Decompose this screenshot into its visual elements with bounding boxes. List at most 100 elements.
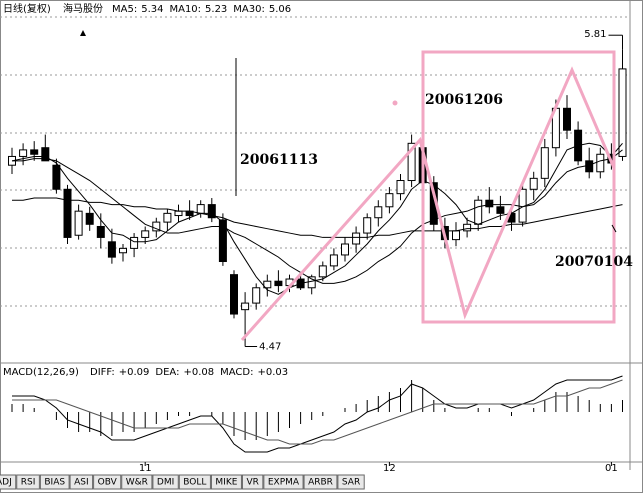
legend-value: 5.06 [269,4,291,15]
tab-box[interactable] [241,474,264,490]
tab[interactable]: MIKE [210,474,242,490]
legend-value: +0.03 [257,367,288,378]
tab-label[interactable]: ARBR [308,478,333,488]
candle-body [207,204,216,219]
max-label: 5.81 [584,29,606,40]
tab[interactable]: ARBR [303,474,338,490]
candle-body [63,188,72,238]
legend-name: MACD: [220,367,253,378]
grid [0,16,630,307]
legend-name: DEA: [155,367,179,378]
candle-body [218,219,227,263]
legend-name: MA5: [112,4,137,15]
stock-name: 海马股份 [63,2,103,15]
candle-body [452,230,460,241]
tab-label[interactable]: VR [246,478,258,488]
tab-box[interactable] [0,474,17,490]
legend-value: 5.23 [205,4,227,15]
chart-title: 日线(复权) [3,2,51,15]
tab-box[interactable] [152,474,179,490]
dot [392,100,398,106]
candle-body [30,149,39,155]
candle-body [119,247,127,254]
header: 日线(复权) 海马股份 MACD(12,26,9) MA5: 5.34 MA10: 5… [3,2,291,378]
candle-body [41,147,50,162]
x-tick-label: 01 [605,463,618,474]
drawn-annotations [240,50,616,341]
candle-body [85,212,94,225]
tab-label[interactable]: SAR [342,478,360,488]
candle-body [396,180,405,195]
candle-body [141,230,150,238]
annotation: 20061113 [240,152,318,168]
x-tick-label: 11 [139,463,152,474]
candle-body [107,241,116,258]
candle-body [74,210,83,236]
candle-body [540,147,549,179]
ma-line [11,142,623,295]
tab-label[interactable]: BIAS [44,478,65,488]
candle-body [585,160,594,173]
candle-body [485,199,494,208]
macd-line [12,375,623,453]
tab-label[interactable]: EXPMA [268,478,300,488]
tab[interactable]: BOLL [178,474,211,490]
tab[interactable]: OBV [93,474,122,490]
tab-label[interactable]: ADJ [0,478,12,488]
annotation: 20070104 [555,254,633,270]
candle-body [618,68,627,157]
tab[interactable]: W&R [121,474,153,490]
tab-label[interactable]: BOLL [183,478,206,488]
tab-label[interactable]: MIKE [215,478,237,488]
candle-body [52,164,61,190]
candle-body [363,217,372,234]
candle-body [463,223,472,232]
legend-name: MA10: [169,4,201,15]
tab-box[interactable] [178,474,211,490]
plot: 11 12 01 5.81 4.47 [8,29,627,474]
candle-body [352,232,361,245]
candle-body [196,204,205,214]
candle-body [152,221,161,232]
candle-body [274,280,283,287]
candle-body [252,287,261,304]
candle-body [318,265,327,278]
tab-box[interactable] [303,474,338,490]
tab[interactable]: VR [241,474,264,490]
tab[interactable]: EXPMA [263,474,304,490]
tab[interactable]: ASI [69,474,94,490]
tab[interactable]: BIAS [39,474,70,490]
tab-label[interactable]: DMI [157,478,174,488]
legend-name: DIFF: [90,367,115,378]
legend-name: MA30: [233,4,265,15]
candle-body [19,149,28,157]
marker-arrow [80,30,86,36]
tab-label[interactable]: W&R [126,478,148,488]
tab[interactable]: SAR [337,474,365,490]
ma-line [12,197,623,238]
tab-box[interactable] [210,474,242,490]
tab[interactable]: ADJ [0,474,17,490]
candle-body [230,274,238,315]
tab-box[interactable] [263,474,304,490]
cursor-arrow [611,224,617,233]
tab-label[interactable]: RSI [21,478,36,488]
tab-box[interactable] [93,474,122,490]
candle-body [407,142,416,182]
tab-box[interactable] [16,474,40,490]
candle-body [496,206,505,214]
tab-box[interactable] [337,474,365,490]
legend-value: +0.08 [183,367,214,378]
tab-label[interactable]: ASI [74,478,89,488]
candle-body [385,193,394,208]
legend-value: +0.09 [119,367,150,378]
tab-box[interactable] [121,474,153,490]
tab[interactable]: RSI [16,474,40,490]
tab-label[interactable]: OBV [98,478,118,488]
tab[interactable]: DMI [152,474,179,490]
min-label: 4.47 [259,341,281,352]
tab-box[interactable] [69,474,94,490]
tab-box[interactable] [39,474,70,490]
